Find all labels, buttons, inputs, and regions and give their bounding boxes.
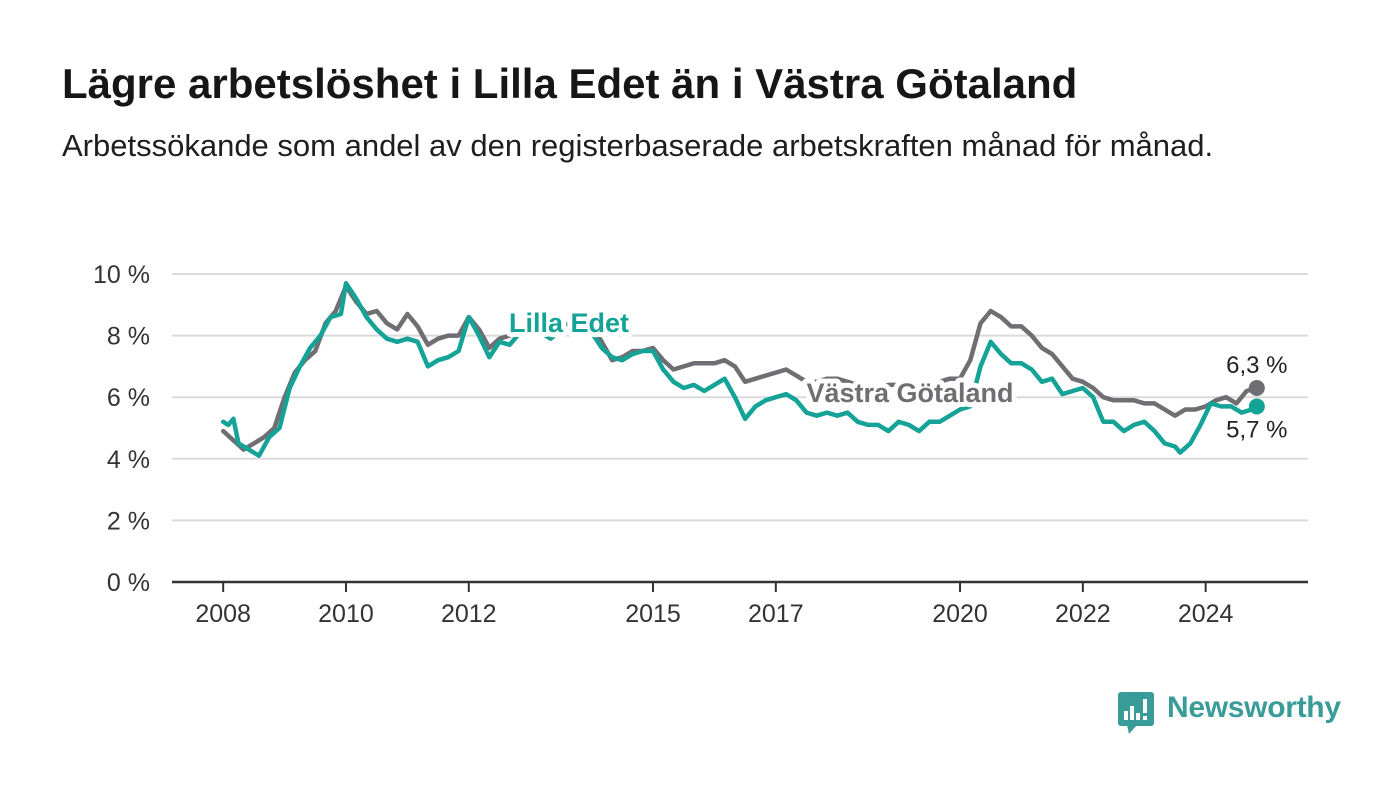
chart-subtitle: Arbetssökande som andel av den registerb… xyxy=(62,128,1214,163)
series-label-lilla-edet: Lilla Edet xyxy=(509,308,629,338)
y-tick-label: 0 % xyxy=(107,569,150,597)
x-tick-label: 2010 xyxy=(318,600,374,628)
y-tick-label: 6 % xyxy=(107,384,150,412)
x-tick-label: 2024 xyxy=(1178,600,1234,628)
series-line-lilla-edet xyxy=(220,280,1260,458)
y-tick-label: 4 % xyxy=(107,446,150,474)
x-tick-label: 2022 xyxy=(1055,600,1111,628)
series-line-vastra-gotaland xyxy=(220,284,1260,452)
x-tick-label: 2015 xyxy=(625,600,681,628)
y-tick-label: 2 % xyxy=(107,507,150,535)
x-tick-label: 2020 xyxy=(932,600,988,628)
end-point-vastra-gotaland xyxy=(1248,379,1265,396)
brand-name: Newsworthy xyxy=(1167,691,1341,724)
end-value-label-vastra-gotaland: 6,3 % xyxy=(1226,352,1287,379)
series-label-vastra-gotaland: Västra Götaland xyxy=(806,378,1013,408)
y-tick-label: 8 % xyxy=(107,323,150,351)
chart-title: Lägre arbetslöshet i Lilla Edet än i Väs… xyxy=(62,60,1078,107)
x-tick-label: 2012 xyxy=(441,600,497,628)
end-value-label-lilla-edet: 5,7 % xyxy=(1226,416,1287,443)
newsworthy-logo-icon xyxy=(1118,692,1154,734)
y-tick-label: 10 % xyxy=(93,261,150,289)
x-tick-label: 2008 xyxy=(195,600,251,628)
brand-logo: Newsworthy xyxy=(1118,689,1341,735)
end-point-lilla-edet xyxy=(1248,398,1265,415)
x-tick-label: 2017 xyxy=(748,600,804,628)
